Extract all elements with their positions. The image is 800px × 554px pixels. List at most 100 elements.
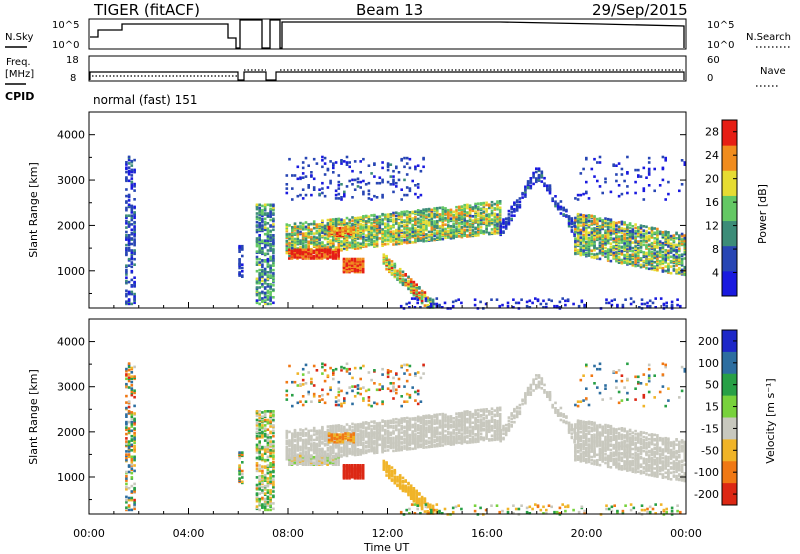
power-cell — [626, 233, 629, 237]
power-cell — [617, 235, 621, 238]
velocity-cell — [395, 388, 398, 392]
power-cell — [408, 211, 412, 214]
power-cell — [408, 227, 412, 230]
velocity-cell — [304, 427, 308, 431]
velocity-cell — [367, 399, 371, 402]
noise-right-tick-top: 10^5 — [707, 20, 734, 31]
power-cell — [397, 224, 401, 227]
power-cell — [301, 166, 305, 170]
velocity-cell — [343, 451, 346, 455]
power-cell — [438, 206, 442, 210]
velocity-cell — [312, 384, 316, 387]
power-cell — [285, 174, 289, 177]
power-cell — [430, 302, 433, 306]
power-cell — [612, 253, 615, 257]
power-cell — [310, 171, 313, 174]
power-cell — [576, 223, 580, 227]
power-cell — [425, 220, 428, 223]
velocity-cell — [269, 476, 272, 479]
velocity-cell — [133, 391, 136, 395]
power-cell — [125, 176, 128, 179]
power-cell — [269, 224, 272, 227]
power-cell — [593, 238, 596, 241]
power-cell — [664, 257, 667, 261]
power-cell — [473, 303, 477, 307]
power-cell — [466, 225, 469, 228]
power-cell — [430, 304, 433, 308]
freq-left-tick-bottom: 8 — [70, 73, 76, 84]
power-cell — [416, 298, 419, 301]
velocity-cell — [405, 400, 409, 403]
velocity-cell — [130, 380, 134, 384]
power-cell — [416, 186, 420, 189]
power-cell — [441, 223, 445, 227]
power-cell — [353, 188, 357, 191]
power-cell — [441, 306, 444, 309]
power-cell — [664, 235, 667, 239]
power-cell — [463, 208, 466, 211]
velocity-cell — [133, 458, 136, 462]
power-cell — [609, 231, 613, 235]
power-cell — [362, 229, 365, 232]
power-cell — [612, 256, 615, 259]
power-cell — [634, 191, 637, 195]
power-cell — [452, 236, 455, 240]
velocity-cell — [293, 438, 297, 442]
power-cell — [648, 304, 652, 308]
power-cell — [356, 264, 359, 267]
velocity-cell — [378, 383, 382, 386]
power-cell — [593, 227, 596, 230]
power-cell — [629, 302, 633, 306]
velocity-cell — [125, 470, 128, 474]
power-cell — [496, 217, 499, 221]
power-cell — [496, 215, 499, 219]
power-cell — [515, 199, 519, 202]
velocity-cell — [125, 382, 128, 386]
velocity-cell — [127, 496, 131, 500]
power-cell — [266, 235, 270, 238]
power-cell — [647, 257, 651, 261]
power-cell — [667, 262, 670, 266]
power-cell — [436, 219, 439, 223]
power-cell — [304, 248, 307, 252]
power-cell — [678, 249, 681, 253]
power-cell — [310, 222, 313, 226]
power-cell — [258, 238, 261, 241]
power-cell — [638, 306, 641, 309]
power-cell — [255, 228, 259, 232]
power-cell — [340, 196, 343, 199]
power-cell — [375, 237, 379, 240]
power-cell — [647, 234, 651, 238]
velocity-cell — [269, 508, 272, 512]
power-cell — [125, 264, 128, 267]
power-cell — [577, 304, 581, 308]
power-cell — [386, 164, 390, 167]
velocity-cell — [266, 441, 270, 444]
velocity-cell — [392, 376, 395, 380]
velocity-cell — [343, 397, 346, 400]
power-cell — [532, 171, 535, 175]
power-cell — [482, 207, 486, 210]
velocity-cell — [261, 445, 264, 449]
velocity-cell — [386, 375, 390, 379]
power-cell — [457, 208, 461, 212]
velocity-cell — [345, 391, 349, 395]
power-cell — [395, 211, 398, 214]
power-cell — [504, 220, 508, 224]
power-cell — [333, 234, 336, 238]
power-cell — [272, 251, 275, 254]
power-cell — [414, 218, 417, 221]
power-cell — [400, 229, 403, 232]
velocity-cell — [255, 449, 259, 452]
velocity-cell — [255, 492, 259, 495]
power-cell — [496, 205, 499, 209]
power-cell — [559, 205, 563, 209]
power-cell — [263, 212, 267, 215]
power-cell — [293, 248, 297, 252]
power-cell — [604, 221, 607, 225]
power-cell — [390, 260, 394, 263]
power-cell — [579, 236, 583, 239]
power-cell — [457, 212, 461, 215]
noise-right-tick-bottom: 10^0 — [707, 40, 734, 51]
power-cell — [318, 251, 321, 255]
